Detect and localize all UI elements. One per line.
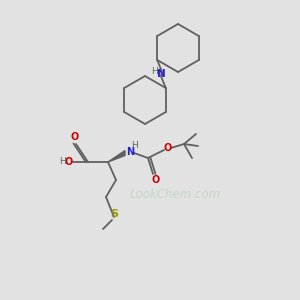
Text: N: N <box>126 147 134 157</box>
Text: H: H <box>60 158 66 166</box>
Text: N: N <box>157 69 166 79</box>
Text: O: O <box>164 143 172 153</box>
Polygon shape <box>108 151 125 162</box>
Text: O: O <box>71 132 79 142</box>
Text: LookChem.com: LookChem.com <box>129 188 220 202</box>
Text: H: H <box>132 142 138 151</box>
Text: H: H <box>151 67 158 76</box>
Text: O: O <box>65 157 73 167</box>
Text: S: S <box>110 209 118 219</box>
Text: O: O <box>152 175 160 185</box>
